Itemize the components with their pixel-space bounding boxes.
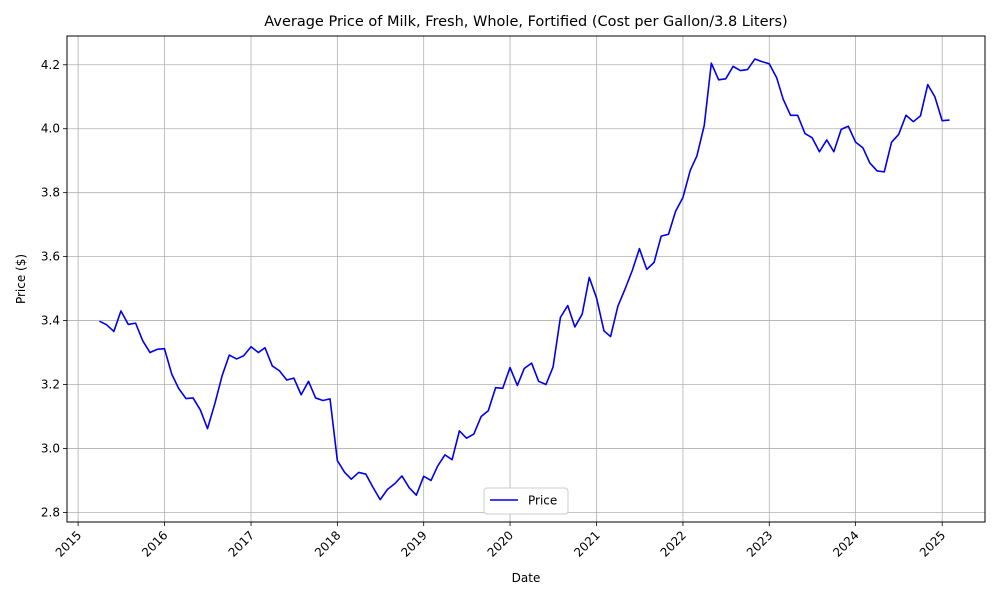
legend-box [483, 487, 569, 515]
series-layer [99, 58, 950, 501]
x-axis-label: Date [512, 571, 541, 585]
y-tick-label: 3.6 [41, 250, 60, 264]
y-tick-label: 3.2 [41, 378, 60, 392]
y-tick-label: 3.4 [41, 314, 60, 328]
plot-frame [66, 35, 986, 523]
grid [67, 36, 985, 522]
y-tick-label: 4.0 [41, 122, 60, 136]
y-tick-label: 4.2 [41, 58, 60, 72]
legend-label: Price [528, 494, 557, 508]
y-tick-label: 3.8 [41, 186, 60, 200]
series-line-price [99, 58, 950, 501]
legend: Price [483, 487, 569, 515]
y-tick-label: 2.8 [41, 505, 60, 519]
chart-title: Average Price of Milk, Fresh, Whole, For… [264, 14, 787, 30]
y-axis-label: Price ($) [14, 254, 28, 304]
y-tick-label: 3.0 [41, 441, 60, 455]
